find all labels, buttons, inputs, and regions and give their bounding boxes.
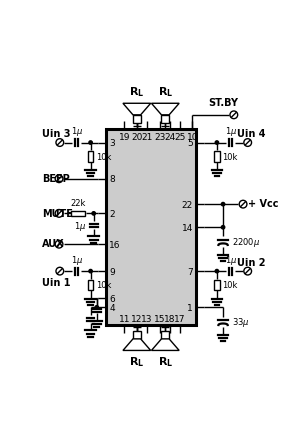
Polygon shape [152,339,179,351]
Circle shape [89,141,92,145]
Text: 13: 13 [141,314,153,323]
Text: 25: 25 [174,132,186,141]
Text: $\mathbf{R_L}$: $\mathbf{R_L}$ [129,354,145,368]
Circle shape [56,268,64,276]
Bar [88,280,93,291]
Text: $1\mu$: $1\mu$ [70,253,83,266]
Text: $33\mu$: $33\mu$ [232,315,250,328]
Text: 10k: 10k [96,152,111,162]
Text: 8: 8 [109,175,115,184]
Text: $\mathbf{R_L}$: $\mathbf{R_L}$ [158,85,173,99]
Circle shape [55,210,63,218]
Text: Uin 1: Uin 1 [42,277,70,287]
Circle shape [244,139,251,147]
Text: 14: 14 [182,223,193,232]
Text: BEEP: BEEP [42,173,70,184]
Text: 2: 2 [109,209,115,219]
Text: $1\mu$: $1\mu$ [70,125,83,138]
Text: 20: 20 [131,132,142,141]
Text: 22k: 22k [70,199,86,208]
Text: 5: 5 [187,139,193,148]
Text: 16: 16 [109,240,121,249]
Bar [214,280,220,291]
Text: 9: 9 [109,267,115,276]
Circle shape [221,203,225,206]
Text: $\mathbf{R_L}$: $\mathbf{R_L}$ [129,85,145,99]
Polygon shape [152,104,179,116]
Text: 10k: 10k [96,281,111,290]
Text: AUX: AUX [42,239,65,249]
Text: 3: 3 [109,139,115,148]
Bar [71,211,85,216]
Text: $\mathbf{R_L}$: $\mathbf{R_L}$ [158,354,173,368]
Text: 18: 18 [164,314,176,323]
Text: $1\mu$: $1\mu$ [225,125,237,138]
Text: 17: 17 [174,314,186,323]
Text: 10k: 10k [222,281,238,290]
Text: 10k: 10k [222,152,238,162]
Text: 15: 15 [154,314,166,323]
Circle shape [239,201,247,208]
Text: + Vcc: + Vcc [248,199,279,209]
Bar [133,332,141,339]
Text: 24: 24 [164,132,175,141]
Text: Uin 4: Uin 4 [237,129,266,138]
Polygon shape [123,339,151,351]
Text: 7: 7 [187,267,193,276]
Text: ST.BY: ST.BY [208,98,238,108]
Text: $1\mu$: $1\mu$ [74,220,86,233]
Circle shape [95,306,98,309]
Text: Uin 2: Uin 2 [237,257,266,267]
Bar [161,332,169,339]
Text: 21: 21 [141,132,152,141]
Circle shape [89,270,92,273]
Circle shape [92,212,95,215]
Polygon shape [123,104,151,116]
Bar [133,116,141,123]
Circle shape [55,241,63,248]
Circle shape [215,270,219,273]
Text: 12: 12 [131,314,142,323]
Circle shape [215,141,219,145]
Bar [88,152,93,162]
Text: 23: 23 [154,132,166,141]
Text: 6: 6 [109,294,115,303]
Circle shape [221,226,225,230]
Bar [106,129,196,325]
Text: 19: 19 [119,132,130,141]
Bar [161,116,169,123]
Circle shape [230,112,238,120]
Text: 10: 10 [187,132,198,141]
Text: 1: 1 [187,303,193,312]
Text: $1\mu$: $1\mu$ [225,253,237,266]
Text: $2200\mu$: $2200\mu$ [232,235,261,248]
Text: 4: 4 [109,303,115,312]
Text: 22: 22 [182,200,193,209]
Circle shape [244,268,251,276]
Bar [214,152,220,162]
Text: 11: 11 [119,314,130,323]
Text: Uin 3: Uin 3 [42,129,70,138]
Circle shape [55,176,63,183]
Circle shape [56,139,64,147]
Text: MUTE: MUTE [42,208,73,218]
